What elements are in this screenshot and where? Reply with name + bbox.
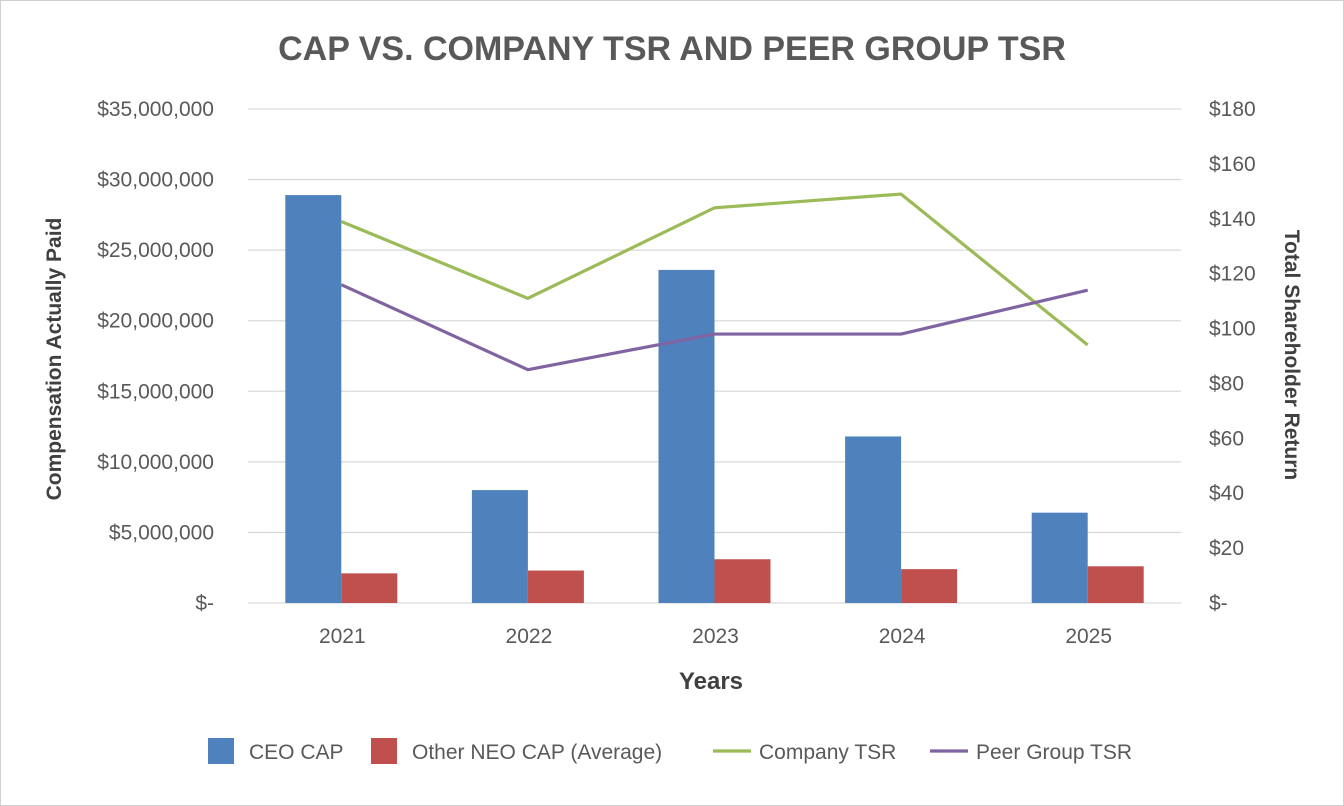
company-tsr-line <box>340 192 1089 347</box>
ceo-cap-bar <box>658 269 715 603</box>
x-tick-label: 2021 <box>319 625 366 648</box>
legend-peer-group-tsr-label: Peer Group TSR <box>976 741 1132 764</box>
x-axis-ticks: 2021 2022 2023 2024 2025 <box>319 625 1112 648</box>
y2-tick-label: $40 <box>1209 482 1244 505</box>
x-tick-label: 2022 <box>506 625 553 648</box>
tsr-lines <box>340 192 1089 372</box>
legend-company-tsr-label: Company TSR <box>759 741 896 764</box>
right-axis-ticks: $- $20 $40 $60 $80 $100 $120 $140 $160 $180 <box>1209 98 1256 615</box>
bars <box>285 195 1144 603</box>
legend-other-neo-cap-swatch <box>371 738 397 764</box>
y2-tick-label: $100 <box>1209 318 1256 341</box>
y-tick-label: $30,000,000 <box>97 169 214 192</box>
legend-ceo-cap-swatch <box>208 738 234 764</box>
y2-tick-label: $60 <box>1209 427 1244 450</box>
legend: CEO CAP Other NEO CAP (Average) Company TS… <box>208 738 1132 764</box>
other-neo-cap-bar <box>341 573 398 603</box>
y2-tick-label: $160 <box>1209 153 1256 176</box>
y-tick-label: $5,000,000 <box>109 521 214 544</box>
y-axis-title: Compensation Actually Paid <box>43 218 66 501</box>
x-axis-title: Years <box>679 668 743 695</box>
y2-tick-label: $120 <box>1209 263 1256 286</box>
ceo-cap-bar <box>285 195 342 603</box>
y2-axis-title: Total Shareholder Return <box>1280 230 1303 480</box>
x-tick-label: 2024 <box>879 625 926 648</box>
ceo-cap-bar <box>1031 512 1088 603</box>
y-tick-label: $- <box>195 592 214 615</box>
y-tick-label: $20,000,000 <box>97 310 214 333</box>
left-axis-ticks: $- $5,000,000 $10,000,000 $15,000,000 $20,00… <box>97 98 214 615</box>
legend-ceo-cap-label: CEO CAP <box>249 741 344 764</box>
other-neo-cap-bar <box>1087 566 1144 603</box>
x-tick-label: 2025 <box>1065 625 1112 648</box>
y-tick-label: $15,000,000 <box>97 380 214 403</box>
y-tick-label: $10,000,000 <box>97 451 214 474</box>
other-neo-cap-bar <box>714 559 771 603</box>
peer-group-tsr-line <box>340 283 1089 372</box>
y2-tick-label: $140 <box>1209 208 1256 231</box>
y2-tick-label: $20 <box>1209 537 1244 560</box>
y-tick-label: $25,000,000 <box>97 239 214 262</box>
other-neo-cap-bar <box>527 570 584 603</box>
y2-tick-label: $- <box>1209 592 1228 615</box>
y2-tick-label: $180 <box>1209 98 1256 121</box>
y2-tick-label: $80 <box>1209 372 1244 395</box>
ceo-cap-bar <box>471 490 528 603</box>
x-tick-label: 2023 <box>692 625 739 648</box>
y-tick-label: $35,000,000 <box>97 98 214 121</box>
other-neo-cap-bar <box>901 569 958 603</box>
legend-other-neo-cap-label: Other NEO CAP (Average) <box>412 741 662 764</box>
ceo-cap-bar <box>845 436 902 603</box>
chart-title: CAP VS. COMPANY TSR AND PEER GROUP TSR <box>278 30 1066 68</box>
